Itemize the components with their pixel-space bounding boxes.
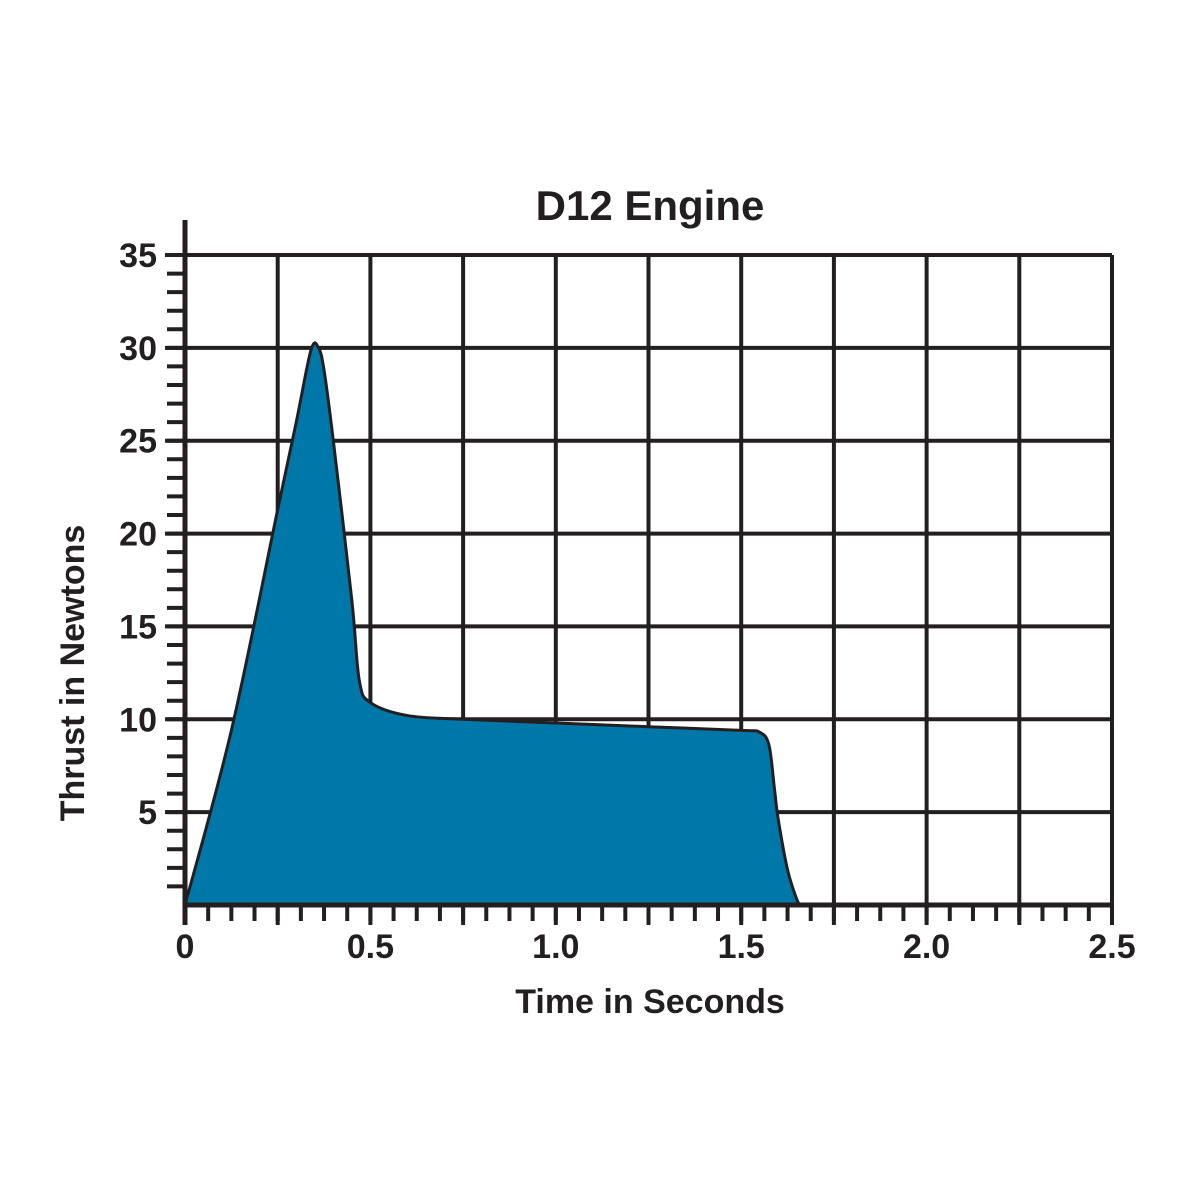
x-tick-label: 1.5 xyxy=(718,928,765,966)
y-tick-label: 20 xyxy=(119,516,157,554)
y-tick-label: 35 xyxy=(119,237,157,275)
x-tick-label: 2.5 xyxy=(1088,928,1135,966)
x-tick-label: 2.0 xyxy=(903,928,950,966)
y-tick-label: 25 xyxy=(119,423,157,461)
y-axis-label: Thrust in Newtons xyxy=(54,525,92,822)
x-tick-label: 0 xyxy=(176,928,195,966)
x-axis-label: Time in Seconds xyxy=(515,983,785,1021)
x-tick-label: 1.0 xyxy=(532,928,579,966)
chart-title: D12 Engine xyxy=(536,182,765,229)
thrust-area xyxy=(183,341,803,907)
y-tick-label: 5 xyxy=(138,794,157,832)
y-tick-label: 30 xyxy=(119,330,157,368)
x-tick-label: 0.5 xyxy=(347,928,394,966)
axes xyxy=(167,220,1114,925)
tick-labels: 0 0.5 1.0 1.5 2.0 2.5 5 10 15 20 25 30 35 xyxy=(119,237,1135,966)
y-tick-label: 10 xyxy=(119,701,157,739)
y-tick-label: 15 xyxy=(119,608,157,646)
